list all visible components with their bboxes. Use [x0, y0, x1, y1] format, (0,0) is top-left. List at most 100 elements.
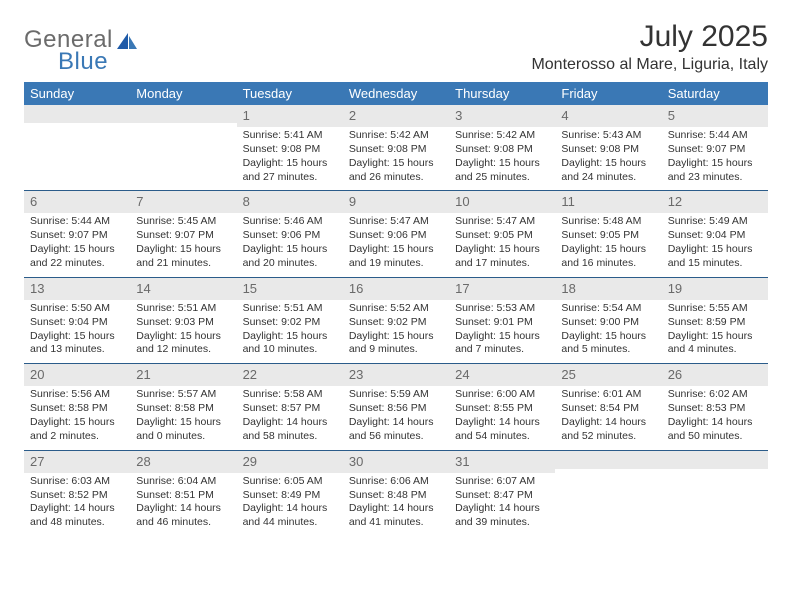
- day-number-row: 24: [449, 364, 555, 386]
- day-number: 6: [30, 194, 37, 209]
- day-number: 1: [243, 108, 250, 123]
- day-sunset: Sunset: 8:58 PM: [30, 402, 124, 416]
- day-number: 27: [30, 454, 44, 469]
- brand-logo: General Blue: [24, 20, 138, 54]
- day-body: Sunrise: 6:01 AMSunset: 8:54 PMDaylight:…: [555, 386, 661, 449]
- day-daylight1: Daylight: 15 hours: [561, 157, 655, 171]
- day-cell: 19Sunrise: 5:55 AMSunset: 8:59 PMDayligh…: [662, 278, 768, 363]
- day-daylight1: Daylight: 14 hours: [455, 416, 549, 430]
- day-number: 7: [136, 194, 143, 209]
- day-number: 16: [349, 281, 363, 296]
- day-sunrise: Sunrise: 5:44 AM: [30, 215, 124, 229]
- day-daylight2: and 41 minutes.: [349, 516, 443, 530]
- day-number-row: 11: [555, 191, 661, 213]
- day-daylight2: and 27 minutes.: [243, 171, 337, 185]
- day-sunset: Sunset: 9:07 PM: [30, 229, 124, 243]
- week-row: 6Sunrise: 5:44 AMSunset: 9:07 PMDaylight…: [24, 191, 768, 277]
- day-body: Sunrise: 6:00 AMSunset: 8:55 PMDaylight:…: [449, 386, 555, 449]
- day-number-row: 19: [662, 278, 768, 300]
- day-sunset: Sunset: 9:03 PM: [136, 316, 230, 330]
- day-body: Sunrise: 5:52 AMSunset: 9:02 PMDaylight:…: [343, 300, 449, 363]
- day-number-row: 15: [237, 278, 343, 300]
- day-body: [130, 123, 236, 181]
- day-cell: 27Sunrise: 6:03 AMSunset: 8:52 PMDayligh…: [24, 451, 130, 536]
- day-sunrise: Sunrise: 5:53 AM: [455, 302, 549, 316]
- day-cell: 9Sunrise: 5:47 AMSunset: 9:06 PMDaylight…: [343, 191, 449, 276]
- day-number: 9: [349, 194, 356, 209]
- day-sunset: Sunset: 8:55 PM: [455, 402, 549, 416]
- day-sunrise: Sunrise: 6:06 AM: [349, 475, 443, 489]
- dow-friday: Friday: [555, 82, 661, 105]
- day-cell: 24Sunrise: 6:00 AMSunset: 8:55 PMDayligh…: [449, 364, 555, 449]
- day-daylight2: and 25 minutes.: [455, 171, 549, 185]
- day-sunrise: Sunrise: 5:55 AM: [668, 302, 762, 316]
- day-cell: 17Sunrise: 5:53 AMSunset: 9:01 PMDayligh…: [449, 278, 555, 363]
- day-cell: 15Sunrise: 5:51 AMSunset: 9:02 PMDayligh…: [237, 278, 343, 363]
- day-cell: [662, 451, 768, 536]
- day-number-row: 29: [237, 451, 343, 473]
- day-number: 23: [349, 367, 363, 382]
- day-sunset: Sunset: 8:52 PM: [30, 489, 124, 503]
- header: General Blue July 2025 Monterosso al Mar…: [24, 20, 768, 74]
- day-number: 14: [136, 281, 150, 296]
- day-cell: 16 Sunrise: 5:52 AMSunset: 9:02 PMDayligh…: [343, 278, 449, 363]
- day-body: Sunrise: 6:02 AMSunset: 8:53 PMDaylight:…: [662, 386, 768, 449]
- day-sunset: Sunset: 8:48 PM: [349, 489, 443, 503]
- day-number: 20: [30, 367, 44, 382]
- day-daylight1: Daylight: 15 hours: [668, 157, 762, 171]
- day-cell: 31Sunrise: 6:07 AMSunset: 8:47 PMDayligh…: [449, 451, 555, 536]
- day-number-row: 10: [449, 191, 555, 213]
- day-sunrise: Sunrise: 5:51 AM: [243, 302, 337, 316]
- dow-saturday: Saturday: [662, 82, 768, 105]
- day-body: Sunrise: 5:47 AMSunset: 9:05 PMDaylight:…: [449, 213, 555, 276]
- dow-sunday: Sunday: [24, 82, 130, 105]
- day-cell: 5 Sunrise: 5:44 AMSunset: 9:07 PMDaylight…: [662, 105, 768, 190]
- day-number: 5: [668, 108, 675, 123]
- day-number: 11: [561, 194, 575, 209]
- day-daylight2: and 44 minutes.: [243, 516, 337, 530]
- day-sunset: Sunset: 8:59 PM: [668, 316, 762, 330]
- day-daylight1: Daylight: 14 hours: [668, 416, 762, 430]
- day-cell: 26Sunrise: 6:02 AMSunset: 8:53 PMDayligh…: [662, 364, 768, 449]
- dow-monday: Monday: [130, 82, 236, 105]
- day-number-row: 21: [130, 364, 236, 386]
- day-sunset: Sunset: 9:00 PM: [561, 316, 655, 330]
- day-cell: 22Sunrise: 5:58 AMSunset: 8:57 PMDayligh…: [237, 364, 343, 449]
- day-sunrise: Sunrise: 5:44 AM: [668, 129, 762, 143]
- day-daylight2: and 52 minutes.: [561, 430, 655, 444]
- day-cell: 30 Sunrise: 6:06 AMSunset: 8:48 PMDayligh…: [343, 451, 449, 536]
- day-number-row: 2: [343, 105, 449, 127]
- day-daylight2: and 9 minutes.: [349, 343, 443, 357]
- day-body: Sunrise: 5:53 AMSunset: 9:01 PMDaylight:…: [449, 300, 555, 363]
- day-number: 30: [349, 454, 363, 469]
- day-sunset: Sunset: 8:49 PM: [243, 489, 337, 503]
- day-body: Sunrise: 5:59 AMSunset: 8:56 PMDaylight:…: [343, 386, 449, 449]
- weeks-container: 1Sunrise: 5:41 AMSunset: 9:08 PMDaylight…: [24, 105, 768, 536]
- day-sunset: Sunset: 9:07 PM: [668, 143, 762, 157]
- day-number-row: 26: [662, 364, 768, 386]
- calendar: Sunday Monday Tuesday Wednesday Thursday…: [24, 82, 768, 536]
- day-daylight2: and 16 minutes.: [561, 257, 655, 271]
- day-body: Sunrise: 5:55 AMSunset: 8:59 PMDaylight:…: [662, 300, 768, 363]
- day-sunrise: Sunrise: 6:04 AM: [136, 475, 230, 489]
- day-body: Sunrise: 6:06 AMSunset: 8:48 PMDaylight:…: [343, 473, 449, 536]
- day-daylight1: Daylight: 15 hours: [136, 416, 230, 430]
- day-sunrise: Sunrise: 5:45 AM: [136, 215, 230, 229]
- day-daylight2: and 22 minutes.: [30, 257, 124, 271]
- day-daylight1: Daylight: 15 hours: [30, 416, 124, 430]
- day-sunset: Sunset: 9:06 PM: [243, 229, 337, 243]
- month-title: July 2025: [531, 20, 768, 54]
- day-daylight2: and 17 minutes.: [455, 257, 549, 271]
- day-number: 3: [455, 108, 462, 123]
- dow-tuesday: Tuesday: [237, 82, 343, 105]
- day-cell: 18Sunrise: 5:54 AMSunset: 9:00 PMDayligh…: [555, 278, 661, 363]
- day-body: Sunrise: 5:43 AMSunset: 9:08 PMDaylight:…: [555, 127, 661, 190]
- day-cell: 14Sunrise: 5:51 AMSunset: 9:03 PMDayligh…: [130, 278, 236, 363]
- day-daylight2: and 10 minutes.: [243, 343, 337, 357]
- day-sunset: Sunset: 9:06 PM: [349, 229, 443, 243]
- day-number-row: 9: [343, 191, 449, 213]
- day-daylight2: and 15 minutes.: [668, 257, 762, 271]
- day-number: 12: [668, 194, 682, 209]
- day-daylight2: and 26 minutes.: [349, 171, 443, 185]
- day-cell: 3Sunrise: 5:42 AMSunset: 9:08 PMDaylight…: [449, 105, 555, 190]
